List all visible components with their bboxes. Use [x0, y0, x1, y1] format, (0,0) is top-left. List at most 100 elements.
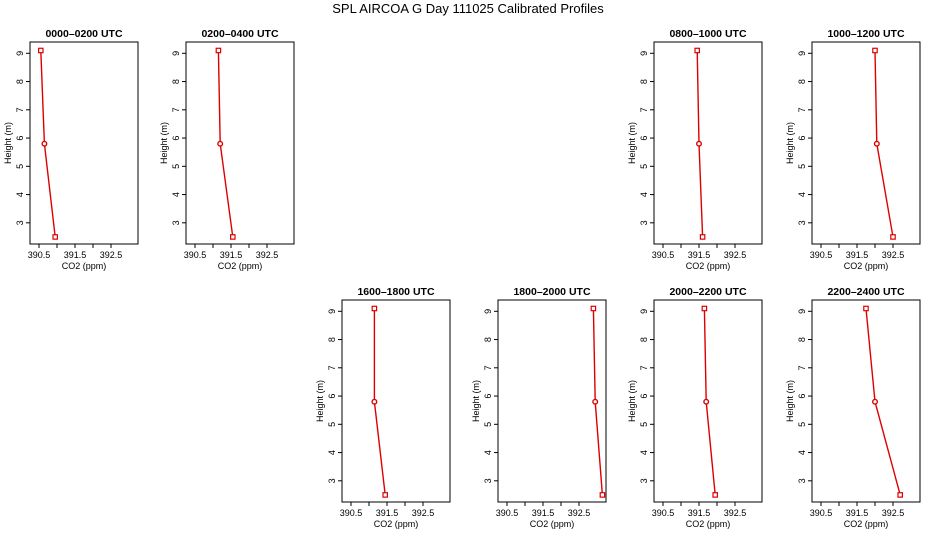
- x-tick-label: 390.5: [28, 250, 51, 260]
- y-tick-label: 7: [171, 107, 181, 112]
- y-tick-label: 9: [797, 309, 807, 314]
- y-axis-label: Height (m): [785, 122, 795, 164]
- data-point: [712, 492, 719, 498]
- y-tick-label: 4: [15, 192, 25, 197]
- panel-title: 0200–0400 UTC: [201, 28, 278, 40]
- plot-frame: [29, 41, 139, 245]
- panel-title: 0000–0200 UTC: [45, 28, 122, 40]
- y-tick-label: 6: [171, 136, 181, 141]
- y-tick-label: 6: [639, 136, 649, 141]
- y-tick-label: 4: [483, 450, 493, 455]
- x-axis-label: CO2 (ppm): [530, 519, 575, 529]
- panel-title: 2200–2400 UTC: [827, 286, 904, 298]
- x-axis-label: CO2 (ppm): [686, 261, 731, 271]
- panel-title: 0800–1000 UTC: [669, 28, 746, 40]
- data-point: [863, 305, 869, 312]
- x-axis-label: CO2 (ppm): [844, 519, 889, 529]
- y-tick-label: 6: [327, 394, 337, 399]
- y-tick-label: 3: [483, 478, 493, 483]
- y-tick-label: 5: [797, 422, 807, 427]
- data-point: [703, 398, 710, 405]
- y-tick-label: 6: [483, 394, 493, 399]
- y-tick-label: 7: [483, 365, 493, 370]
- profile-line: [865, 308, 901, 496]
- x-tick-label: 390.5: [184, 250, 207, 260]
- x-tick-label: 392.5: [882, 508, 905, 518]
- plot-frame: [811, 41, 921, 245]
- data-point: [872, 47, 878, 54]
- plot-frame: [653, 299, 763, 503]
- y-axis-label: Height (m): [627, 122, 637, 164]
- x-tick-label: 390.5: [652, 250, 675, 260]
- y-tick-label: 3: [639, 220, 649, 225]
- y-tick-label: 8: [483, 337, 493, 342]
- y-tick-label: 3: [639, 478, 649, 483]
- y-axis-label: Height (m): [627, 380, 637, 422]
- x-tick-label: 391.5: [688, 508, 711, 518]
- x-tick-label: 391.5: [532, 508, 555, 518]
- data-point: [701, 305, 708, 312]
- y-tick-label: 3: [327, 478, 337, 483]
- y-tick-label: 5: [171, 164, 181, 169]
- panel-title: 2000–2200 UTC: [669, 286, 746, 298]
- plot-frame: [811, 299, 921, 503]
- data-point: [872, 398, 879, 405]
- y-tick-label: 8: [639, 79, 649, 84]
- y-tick-label: 3: [15, 220, 25, 225]
- y-tick-label: 7: [797, 365, 807, 370]
- profile-panel: 1600–1800 UTC 390.5 391.5 392.5 3 4 5 6 7 8 9 CO2 (…: [315, 286, 451, 529]
- x-tick-label: 392.5: [724, 508, 747, 518]
- data-point: [694, 47, 701, 54]
- y-tick-label: 9: [483, 309, 493, 314]
- plot-frame: [185, 41, 295, 245]
- data-point: [230, 234, 236, 240]
- y-tick-label: 4: [797, 192, 807, 197]
- panel-title: 1800–2000 UTC: [513, 286, 590, 298]
- x-tick-label: 392.5: [256, 250, 279, 260]
- y-tick-label: 4: [171, 192, 181, 197]
- y-axis-label: Height (m): [315, 380, 325, 422]
- y-tick-label: 9: [797, 51, 807, 56]
- data-point: [52, 234, 59, 240]
- x-tick-label: 390.5: [652, 508, 675, 518]
- panel-title: 1000–1200 UTC: [827, 28, 904, 40]
- y-tick-label: 5: [15, 164, 25, 169]
- y-tick-label: 8: [327, 337, 337, 342]
- x-tick-label: 391.5: [376, 508, 399, 518]
- y-tick-label: 8: [797, 337, 807, 342]
- y-tick-label: 7: [327, 365, 337, 370]
- data-point: [590, 305, 597, 312]
- profile-panel: 1000–1200 UTC 390.5 391.5 392.5 3 4 5 6 7 8 9 CO2 (…: [785, 28, 921, 271]
- data-point: [41, 140, 48, 147]
- y-axis-label: Height (m): [3, 122, 13, 164]
- y-tick-label: 5: [327, 422, 337, 427]
- data-point: [696, 140, 703, 147]
- data-point: [890, 234, 896, 240]
- y-tick-label: 7: [639, 365, 649, 370]
- y-tick-label: 8: [639, 337, 649, 342]
- y-tick-label: 3: [797, 220, 807, 225]
- x-tick-label: 392.5: [724, 250, 747, 260]
- y-tick-label: 9: [639, 51, 649, 56]
- y-tick-label: 9: [15, 51, 25, 56]
- x-tick-label: 390.5: [340, 508, 363, 518]
- y-tick-label: 5: [639, 164, 649, 169]
- x-tick-label: 392.5: [882, 250, 905, 260]
- x-tick-label: 391.5: [64, 250, 87, 260]
- y-axis-label: Height (m): [471, 380, 481, 422]
- x-axis-label: CO2 (ppm): [218, 261, 263, 271]
- data-point: [699, 234, 706, 240]
- y-tick-label: 5: [639, 422, 649, 427]
- y-tick-label: 9: [327, 309, 337, 314]
- profile-panel: 2200–2400 UTC 390.5 391.5 392.5 3 4 5 6 7 8 9 CO2 (…: [785, 286, 921, 529]
- plot-frame: [341, 299, 451, 503]
- x-tick-label: 390.5: [810, 250, 833, 260]
- y-tick-label: 5: [483, 422, 493, 427]
- x-axis-label: CO2 (ppm): [62, 261, 107, 271]
- y-tick-label: 4: [797, 450, 807, 455]
- y-tick-label: 6: [797, 394, 807, 399]
- data-point: [873, 140, 880, 147]
- y-tick-label: 6: [639, 394, 649, 399]
- y-axis-label: Height (m): [159, 122, 169, 164]
